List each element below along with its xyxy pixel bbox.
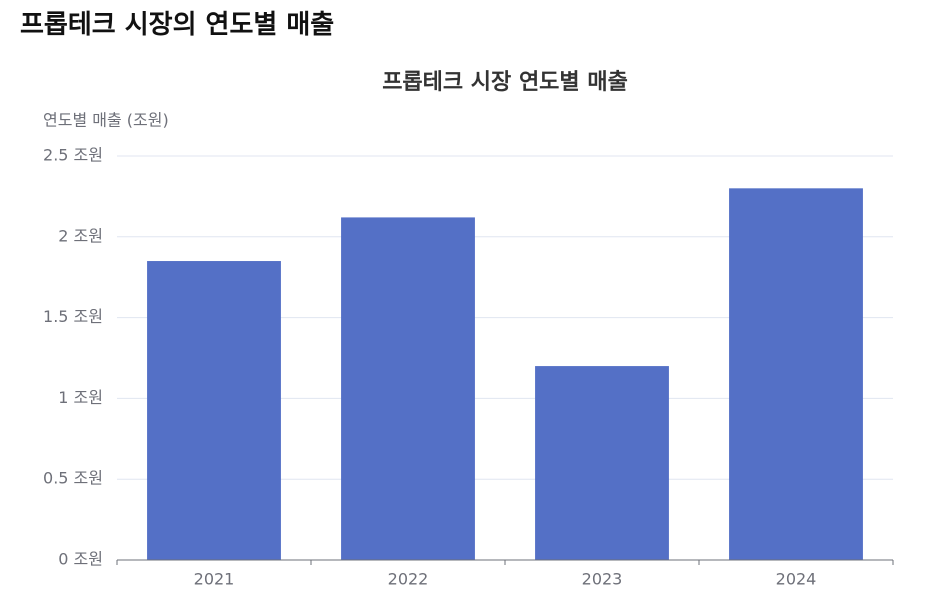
chart-title: 프롭테크 시장 연도별 매출 (382, 70, 628, 95)
bar (535, 366, 669, 560)
bar (341, 217, 475, 560)
x-tick-label: 2024 (776, 570, 817, 589)
x-tick-label: 2021 (194, 570, 235, 589)
page-title: 프롭테크 시장의 연도별 매출 (20, 10, 335, 40)
y-tick-label: 1 조원 (58, 388, 103, 407)
y-tick-label: 0 조원 (58, 550, 103, 569)
y-tick-label: 0.5 조원 (43, 469, 103, 488)
bar (729, 188, 863, 560)
y-tick-label: 2 조원 (58, 226, 103, 245)
y-axis-title: 연도별 매출 (조원) (43, 111, 169, 130)
y-tick-label: 2.5 조원 (43, 146, 103, 165)
bar (147, 261, 281, 560)
x-tick-label: 2023 (582, 570, 623, 589)
x-tick-label: 2022 (388, 570, 429, 589)
y-tick-label: 1.5 조원 (43, 307, 103, 326)
